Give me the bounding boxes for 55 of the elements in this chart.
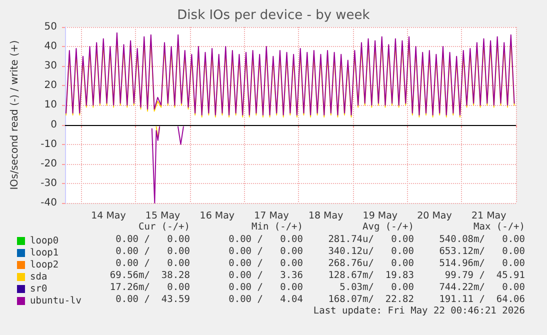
text: 5.03m/ 0.00 xyxy=(340,282,414,293)
y-tick-label: 10 xyxy=(44,100,57,111)
x-tick-label: 21 May xyxy=(471,210,507,222)
text: Min (-/+) xyxy=(252,222,303,232)
text: Max (-/+) xyxy=(474,222,525,232)
text: 191.11 / 64.06 xyxy=(439,294,526,305)
text: 0.00 / 0.00 xyxy=(228,258,304,269)
text: 0.00 / 3.36 xyxy=(228,270,304,281)
text: 0.00 / 0.00 xyxy=(228,234,304,245)
text: 744.22m/ 0.00 xyxy=(439,282,526,293)
legend-label: loop2 xyxy=(30,260,59,270)
text: 340.12u/ 0.00 xyxy=(328,246,414,257)
x-tick-label: 14 May xyxy=(91,210,126,222)
x-tick-label: 15 May xyxy=(145,210,181,222)
text: Cur (-/+) xyxy=(138,222,190,232)
legend-label: loop1 xyxy=(30,248,59,258)
text: 17.26m/ 0.00 xyxy=(110,282,190,293)
y-tick-label: 50 xyxy=(44,22,57,32)
text: 168.07m/ 22.82 xyxy=(328,294,414,305)
text: 281.74u/ 0.00 xyxy=(328,234,414,245)
text: 99.79 / 45.91 xyxy=(444,270,526,281)
x-tick-label: 20 May xyxy=(417,210,452,222)
x-tick-label: 16 May xyxy=(200,210,235,222)
y-tick-label: 0 xyxy=(50,119,57,130)
text: 514.96m/ 0.00 xyxy=(439,258,526,269)
text: 0.00 / 0.00 xyxy=(228,246,304,257)
y-tick-label: -10 xyxy=(40,138,57,150)
text: 69.56m/ 38.28 xyxy=(110,270,190,281)
x-tick-label: 18 May xyxy=(308,210,344,222)
text: 0.00 / 4.04 xyxy=(228,294,304,305)
y-tick-label: -20 xyxy=(40,158,57,170)
legend-label: loop0 xyxy=(30,236,59,246)
y-tick-label: 30 xyxy=(44,60,57,72)
y-axis-title: IOs/second read (-) / write (+) xyxy=(10,40,20,190)
x-tick-label: 19 May xyxy=(362,210,398,222)
text: 268.76u/ 0.00 xyxy=(328,258,414,269)
legend-label: sda xyxy=(30,272,48,282)
text: 128.67m/ 19.83 xyxy=(328,270,414,281)
text: 0.00 / 0.00 xyxy=(116,234,190,245)
legend-label: ubuntu-lv xyxy=(30,296,82,306)
chart-title: Disk IOs per device - by week xyxy=(177,8,370,23)
y-tick-label: -30 xyxy=(40,178,57,189)
text: 653.12m/ 0.00 xyxy=(439,246,526,257)
text: Avg (-/+) xyxy=(362,222,414,232)
text: 0.00 / 43.59 xyxy=(116,294,190,305)
text: 0.00 / 0.00 xyxy=(116,246,190,257)
text: 0.00 / 0.00 xyxy=(116,258,190,269)
y-tick-label: 40 xyxy=(44,41,57,52)
x-tick-label: 17 May xyxy=(254,210,290,222)
y-tick-label: 20 xyxy=(44,80,57,92)
text: 540.08m/ 0.00 xyxy=(439,234,526,245)
y-tick-label: -40 xyxy=(40,198,57,208)
legend-label: sr0 xyxy=(30,284,48,294)
text: Last update: Fri May 22 00:46:21 2026 xyxy=(313,306,526,316)
text: 0.00 / 0.00 xyxy=(228,282,304,293)
